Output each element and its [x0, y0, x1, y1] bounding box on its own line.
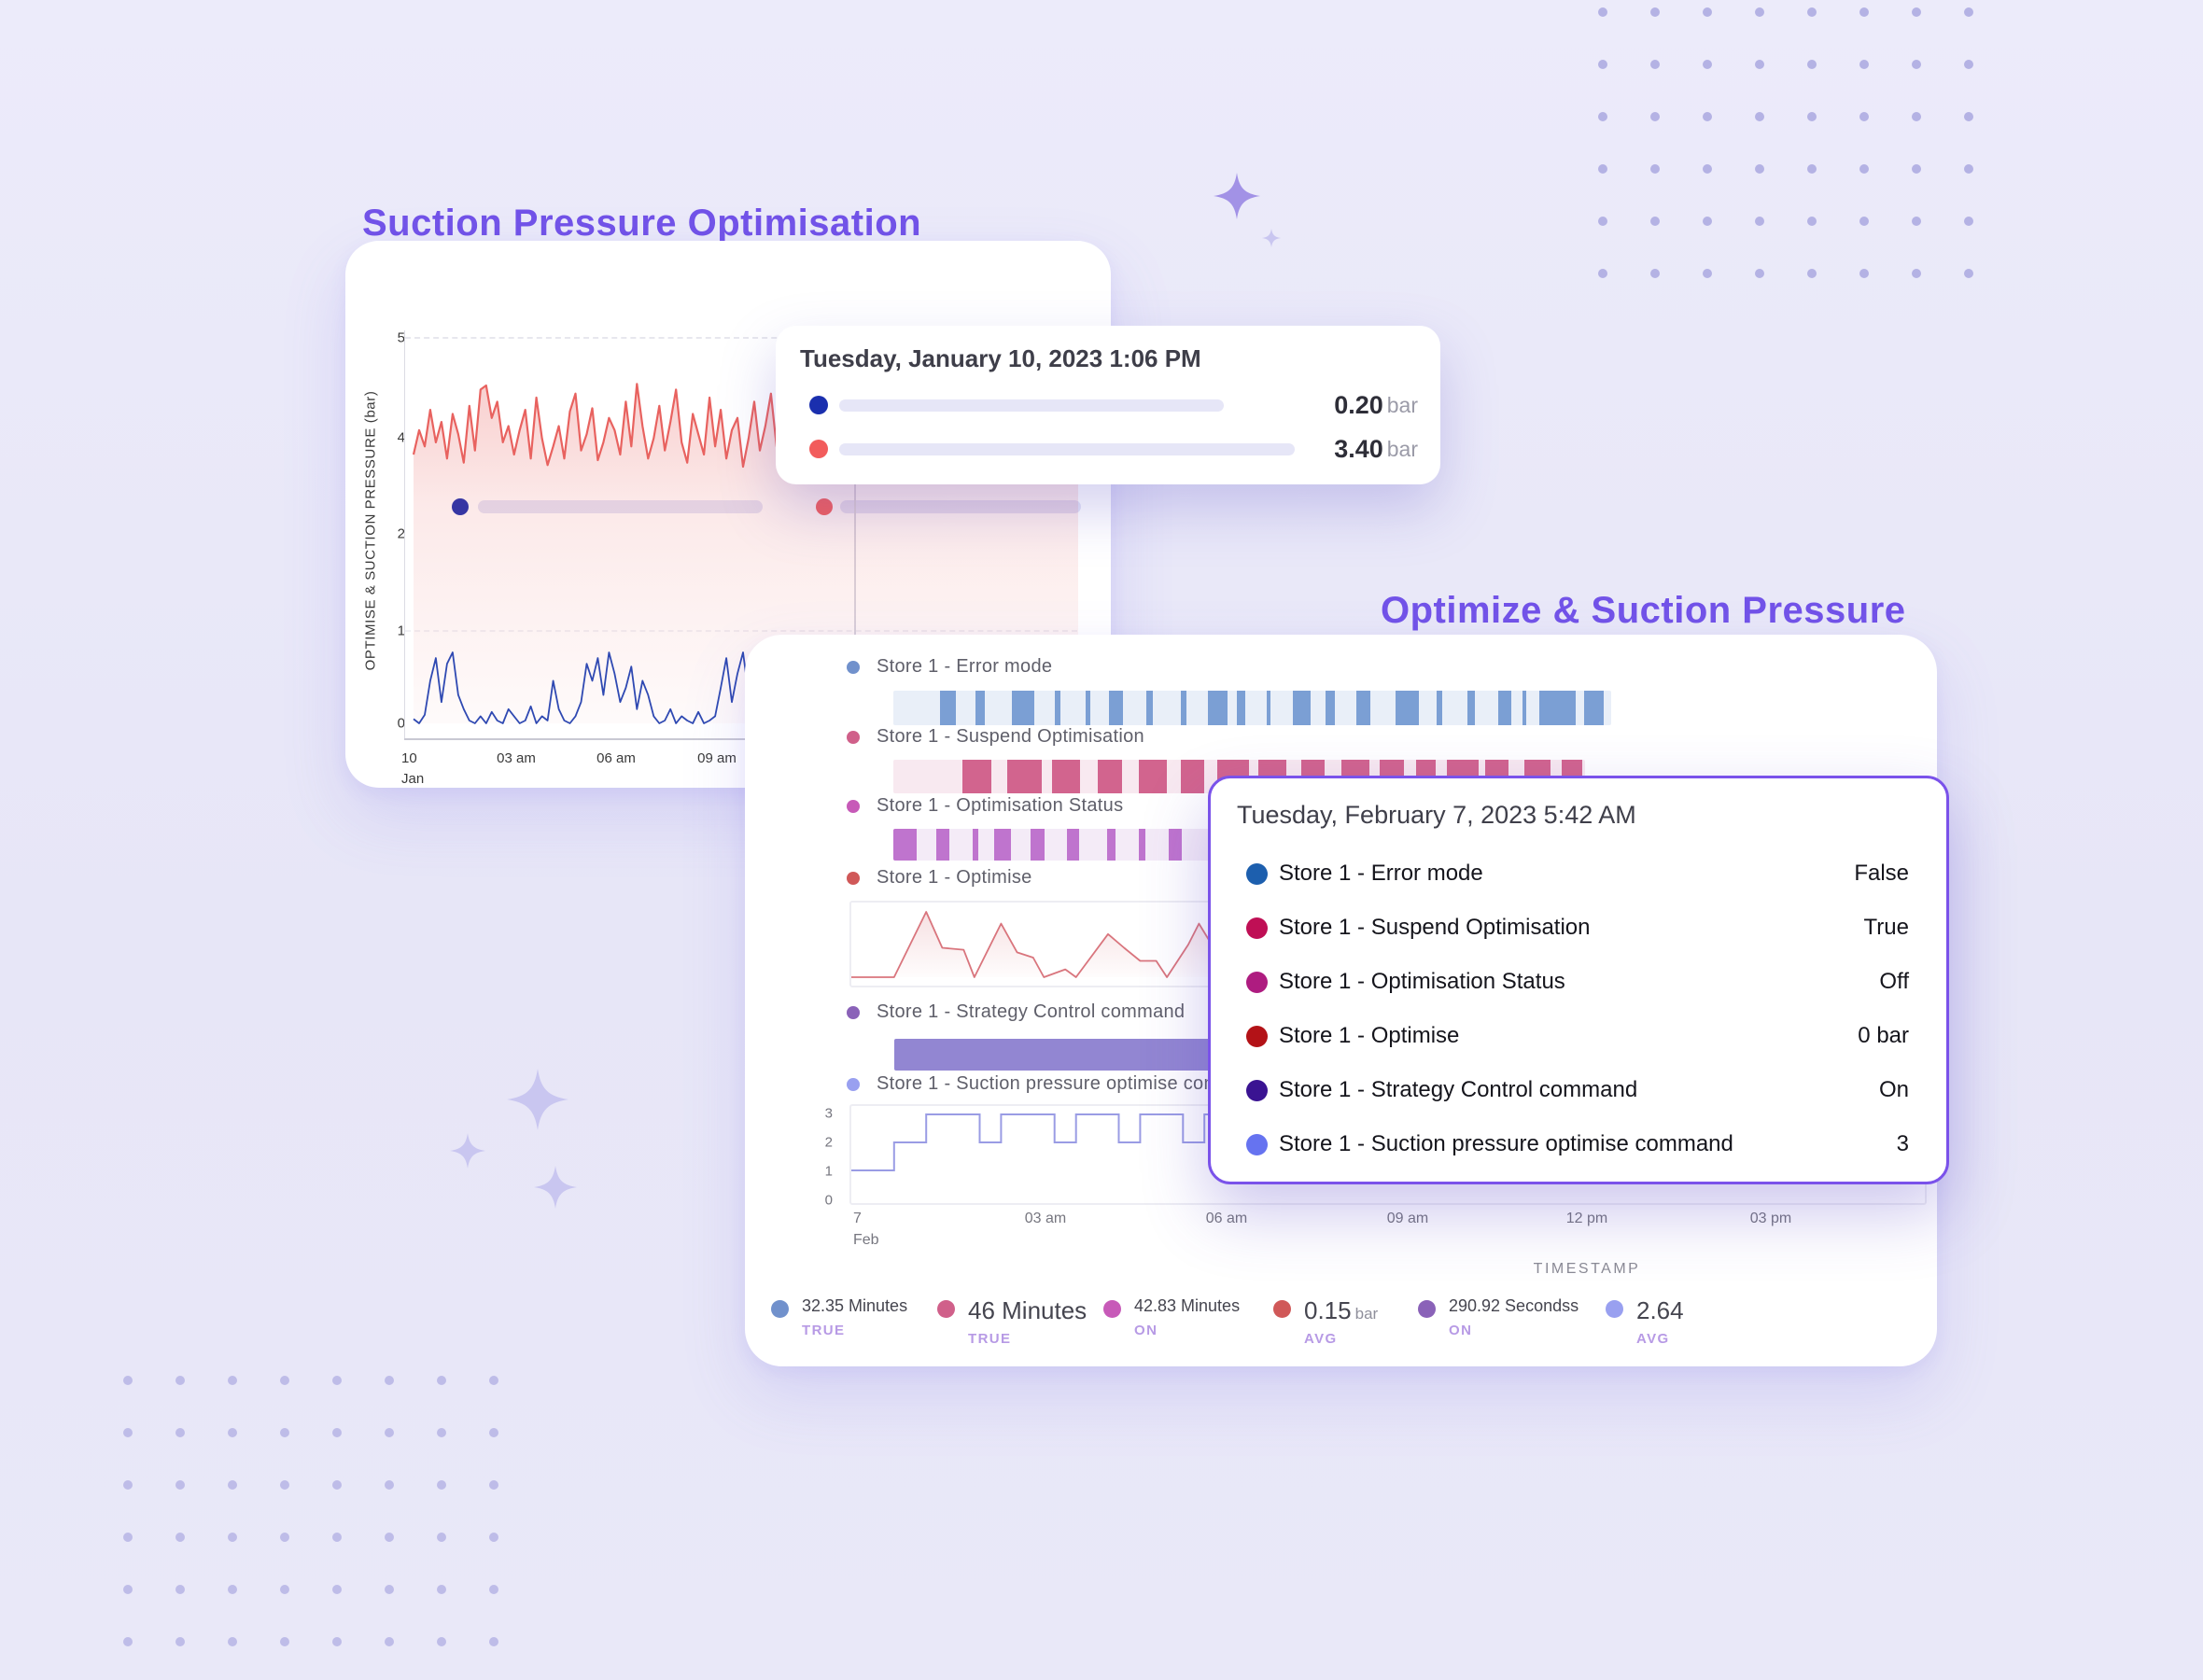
stat-suspend-optimisation: 46 Minutes TRUE [937, 1297, 1087, 1347]
series-dot [1246, 971, 1268, 993]
series-dot [1246, 862, 1268, 885]
x-axis-label: TIMESTAMP [1533, 1261, 1641, 1277]
sparkle-icon [1262, 229, 1281, 247]
stat-strategy-control: 290.92 Secondss ON [1418, 1296, 1579, 1338]
chart-tooltip: Tuesday, January 10, 2023 1:06 PM 0.20 b… [776, 326, 1440, 484]
x-axis-line [404, 738, 1080, 740]
x-tick: 06 am [596, 750, 636, 766]
series-row-label: Store 1 - Error mode [847, 656, 1052, 678]
series-row-label: Store 1 - Optimisation Status [847, 795, 1123, 817]
stat-optimisation-status: 42.83 Minutes ON [1103, 1296, 1240, 1338]
x-tick: 7 Feb [853, 1211, 879, 1249]
x-tick: 12 pm [1565, 1211, 1608, 1226]
x-tick: 09 am [697, 750, 737, 766]
series-dot [1246, 1025, 1268, 1047]
x-tick: 03 pm [1749, 1211, 1792, 1226]
dot-grid-top-right [1598, 7, 2016, 321]
stat-error-mode: 32.35 Minutes TRUE [771, 1296, 907, 1338]
series-dot [847, 799, 860, 813]
y-tick: 0 [397, 715, 405, 732]
y-tick: 1 [397, 623, 405, 639]
stat-optimise-avg: 0.15 bar AVG [1273, 1297, 1378, 1347]
tooltip-timestamp: Tuesday, February 7, 2023 5:42 AM [1237, 801, 1636, 829]
x-tick: 03 am [1024, 1211, 1067, 1226]
stat-dot [1418, 1300, 1436, 1318]
series-skeleton-label [839, 442, 1295, 455]
y-tick: 4 [397, 429, 405, 446]
status-tooltip: Tuesday, February 7, 2023 5:42 AM Store … [1208, 776, 1949, 1184]
series-unit: bar [1386, 436, 1418, 461]
series-dot [1246, 917, 1268, 939]
series-dot [847, 730, 860, 744]
series-dot [847, 1077, 860, 1091]
series-value: 3.40 [1334, 434, 1383, 463]
series-dot [847, 660, 860, 674]
y-tick: 2 [824, 1134, 833, 1151]
y-tick: 2 [397, 525, 405, 542]
card2-title: Optimize & Suction Pressure [1381, 589, 1906, 631]
sparkle-icon [1214, 173, 1260, 219]
sparkle-icon [507, 1069, 568, 1130]
stat-dot [1103, 1300, 1121, 1318]
error-mode-strip-chart[interactable] [893, 691, 1611, 725]
y-tick: 3 [824, 1105, 833, 1122]
series-dot [809, 396, 828, 414]
x-tick: 06 am [1205, 1211, 1248, 1226]
series-dot [1246, 1079, 1268, 1101]
gridline [405, 337, 1077, 339]
series-value: 0.20 [1334, 390, 1383, 419]
y-tick: 1 [824, 1163, 833, 1180]
series-row-label: Store 1 - Suspend Optimisation [847, 726, 1144, 748]
stat-dot [1606, 1300, 1623, 1318]
tooltip-timestamp: Tuesday, January 10, 2023 1:06 PM [800, 344, 1201, 372]
x-tick: 09 am [1386, 1211, 1429, 1226]
series-row-label: Store 1 - Suction pressure optimise comm… [847, 1073, 1268, 1095]
x-tick: 03 am [497, 750, 536, 766]
y-tick: 0 [824, 1192, 833, 1209]
dot-grid-bottom-left [123, 1376, 541, 1680]
y-axis-label: OPTIMISE & SUCTION PRESSURE (bar) [362, 390, 379, 671]
sparkle-icon [450, 1133, 485, 1169]
card1-title: Suction Pressure Optimisation [362, 202, 922, 244]
stat-dot [1273, 1300, 1291, 1318]
stat-dot [771, 1300, 789, 1318]
series-dot [809, 440, 828, 458]
series-row-label: Store 1 - Optimise [847, 867, 1032, 889]
sparkle-icon [534, 1166, 577, 1209]
stat-suction-command-avg: 2.64 AVG [1606, 1297, 1684, 1347]
stat-dot [937, 1300, 955, 1318]
series-dot [847, 871, 860, 885]
series-skeleton-label [839, 399, 1224, 412]
series-dot [1246, 1133, 1268, 1155]
series-dot [847, 1005, 860, 1019]
series-unit: bar [1386, 392, 1418, 417]
y-axis-line [404, 330, 405, 739]
x-tick: 10 Jan [401, 750, 425, 787]
y-tick: 5 [397, 329, 405, 346]
series-row-label: Store 1 - Strategy Control command [847, 1001, 1185, 1023]
